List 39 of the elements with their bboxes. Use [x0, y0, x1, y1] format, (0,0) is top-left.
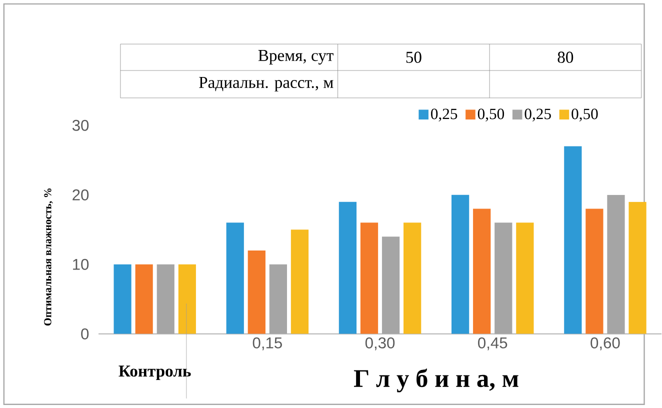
- legend-label: 0,50: [478, 108, 504, 122]
- bar: [226, 222, 244, 334]
- bar: [382, 236, 400, 334]
- x-tick-label: 0,60: [590, 337, 620, 350]
- bar: [494, 222, 512, 334]
- legend-title: Радиальн. расст., м: [199, 76, 334, 92]
- legend-label: 0,25: [431, 108, 458, 122]
- bar: [135, 264, 153, 334]
- bar: [114, 264, 132, 334]
- text: 80: [558, 52, 574, 63]
- legend-label: 0,50: [572, 108, 598, 122]
- y-tick-label: 0: [81, 328, 89, 340]
- y-tick-label: 20: [72, 189, 89, 200]
- y-tick-label: 30: [72, 120, 89, 131]
- bar: [178, 264, 196, 334]
- x-tick-label: Контроль: [118, 366, 191, 380]
- bar: [451, 194, 470, 334]
- bar: [248, 250, 266, 334]
- bar: [586, 208, 604, 334]
- bar: [290, 229, 309, 334]
- bar: [360, 222, 378, 334]
- bar: [269, 264, 288, 334]
- text: 50: [406, 52, 422, 63]
- x-tick-label: 0,15: [252, 337, 282, 350]
- bar: [564, 146, 582, 334]
- y-tick-label: 10: [73, 258, 89, 270]
- bar: [516, 222, 534, 334]
- text: Время, сут: [258, 50, 334, 64]
- bar: [607, 194, 625, 334]
- bar: [473, 208, 491, 334]
- y-axis-title: Оптимальная влажность, %: [44, 188, 53, 326]
- bar: [404, 222, 422, 334]
- bar: [628, 202, 646, 334]
- x-axis-title: Г л у б и н а, м: [354, 368, 518, 392]
- legend-label: 0,25: [524, 108, 551, 122]
- bar: [338, 202, 357, 334]
- x-tick-label: 0,30: [365, 337, 395, 350]
- bar: [156, 264, 174, 334]
- x-tick-label: 0,45: [478, 337, 508, 350]
